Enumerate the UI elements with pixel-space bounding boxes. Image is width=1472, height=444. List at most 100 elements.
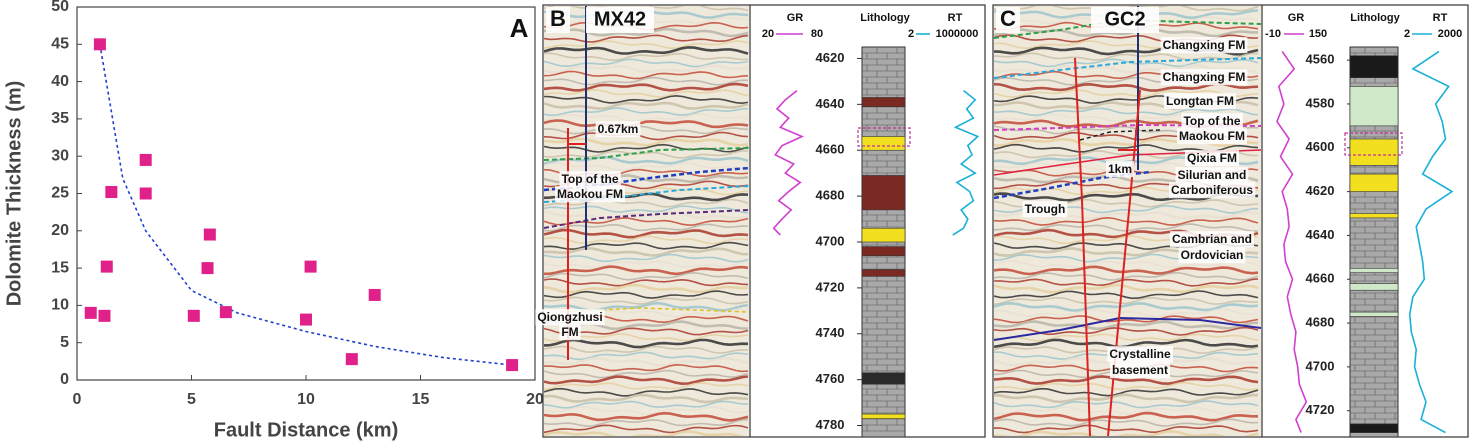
seismic-reflector	[544, 393, 749, 404]
seismic-reflector	[544, 296, 749, 305]
log-curve	[952, 89, 980, 236]
log-curve	[1276, 50, 1308, 433]
lithology-interval	[861, 175, 906, 211]
seismic-reflector	[544, 162, 749, 172]
seismic-reflector	[994, 89, 1259, 98]
depth-label: 4700	[816, 233, 845, 248]
seismic-reflector	[994, 278, 1259, 287]
seismic-reflector	[544, 260, 749, 269]
horizon	[544, 209, 749, 229]
seismic-reflector	[544, 40, 749, 50]
y-tick-label: 0	[60, 371, 69, 388]
lithology-interval	[1349, 173, 1399, 192]
data-point	[84, 306, 97, 319]
panel-frame	[992, 4, 1469, 438]
annotation-box	[555, 186, 625, 203]
annotation: Qixia FM	[1187, 151, 1237, 165]
horizon	[544, 147, 749, 161]
lithology-interval	[861, 227, 906, 243]
depth-label: 4680	[1306, 315, 1335, 330]
seismic-reflector	[544, 155, 749, 165]
annotation-box	[1107, 346, 1174, 363]
seismic-reflector	[994, 216, 1259, 226]
annotation-box	[559, 324, 581, 341]
annotation-box	[1160, 69, 1248, 86]
seismic-reflector	[544, 247, 749, 257]
x-tick-label: 0	[73, 391, 82, 408]
data-point	[203, 228, 216, 241]
lithology-interval	[861, 246, 906, 257]
annotation: Trough	[1025, 202, 1066, 216]
seismic-reflector	[544, 424, 749, 434]
seismic-reflector	[544, 278, 749, 287]
fault	[1074, 57, 1091, 436]
lithology-interval	[1349, 86, 1399, 127]
lithology-interval	[1349, 283, 1399, 291]
panel-letter: B	[550, 6, 566, 31]
seismic-reflector	[994, 333, 1259, 342]
annotation: Silurian and	[1178, 168, 1247, 182]
seismic-reflector	[994, 223, 1259, 233]
panel-letter: A	[510, 13, 529, 43]
depth-label: 4720	[1306, 402, 1335, 417]
annotation-box	[595, 121, 641, 138]
annotation: Longtan FM	[1166, 94, 1234, 108]
seismic-reflector	[544, 228, 749, 239]
annotation-box	[1175, 167, 1249, 184]
horizon	[994, 123, 1261, 131]
seismic-reflector	[994, 315, 1259, 324]
depth-label: 4780	[816, 417, 845, 432]
seismic-reflector	[544, 351, 749, 361]
scale-min: 20	[762, 28, 774, 40]
annotation: Maokou FM	[557, 187, 623, 201]
legend-label: GR	[787, 12, 804, 24]
seismic-reflector	[994, 64, 1259, 74]
annotation-box	[1181, 113, 1243, 130]
seismic-reflector	[994, 406, 1259, 416]
y-tick-label: 50	[51, 0, 69, 15]
seismic-reflector	[544, 101, 749, 110]
seismic-reflector	[544, 82, 749, 92]
seismic-reflector	[994, 301, 1259, 312]
horizon	[994, 18, 1261, 39]
seismic-reflector	[994, 58, 1259, 68]
seismic-reflector	[544, 418, 749, 427]
y-tick-label: 40	[51, 73, 69, 90]
data-point	[304, 260, 317, 273]
well-name: GC2	[1104, 8, 1145, 30]
scale-max: 1000000	[936, 28, 979, 40]
seismic-reflector	[544, 223, 749, 232]
depth-label: 4680	[816, 188, 845, 203]
annotation: Ordovician	[1181, 248, 1244, 262]
annotation-box	[1105, 161, 1135, 178]
seismic-reflector	[994, 418, 1259, 427]
highlight-box	[857, 127, 911, 147]
seismic-reflector	[544, 290, 749, 299]
seismic-reflector	[544, 88, 749, 98]
data-point	[219, 306, 232, 319]
scale-max: 80	[811, 28, 823, 40]
annotation-box	[1109, 362, 1171, 379]
seismic-reflector	[994, 283, 1259, 294]
seismic-reflector	[544, 27, 749, 38]
annotation: basement	[1112, 363, 1168, 377]
legend-label: RT	[1433, 12, 1448, 24]
seismic-reflector	[994, 375, 1259, 386]
depth-label: 4640	[1306, 227, 1335, 242]
log-curve	[772, 89, 804, 236]
trend-line	[99, 44, 513, 366]
seismic-reflector	[544, 382, 749, 391]
seismic-reflector	[544, 235, 749, 245]
log-curve	[1408, 50, 1454, 434]
data-point	[93, 38, 106, 51]
data-point	[98, 309, 111, 322]
horizon	[559, 307, 749, 313]
seismic-reflector	[544, 210, 749, 221]
seismic-reflector	[544, 253, 749, 263]
data-point	[345, 353, 358, 366]
seismic-reflector	[544, 265, 749, 276]
annotation-box	[1160, 37, 1248, 54]
y-axis-title: Dolomite Thickness (m)	[3, 81, 25, 307]
seismic-reflector	[544, 271, 749, 281]
